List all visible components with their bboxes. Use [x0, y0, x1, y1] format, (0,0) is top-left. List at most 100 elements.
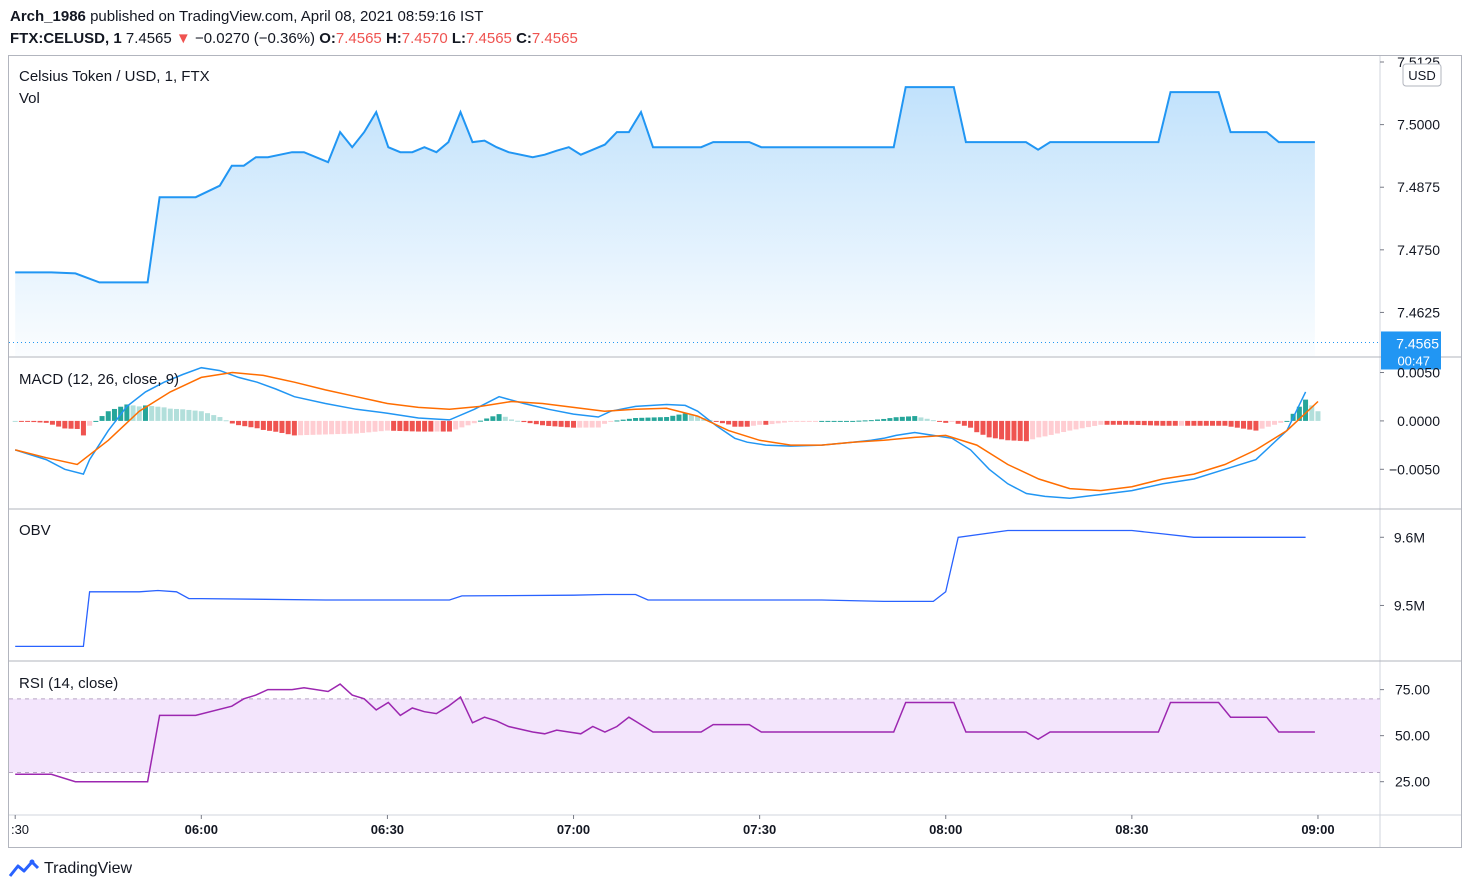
- footer-brand[interactable]: TradingView: [8, 858, 132, 880]
- signal-line: [15, 371, 1319, 492]
- macd-histogram-bar: [490, 416, 496, 421]
- macd-histogram-bar: [180, 409, 186, 421]
- price-y-tick-label: 7.5000: [1397, 117, 1440, 133]
- macd-histogram-bar: [1104, 420, 1110, 425]
- macd-histogram-bar: [980, 420, 986, 435]
- macd-histogram-bar: [1216, 420, 1222, 426]
- macd-histogram-bar: [1296, 406, 1302, 421]
- macd-histogram-bar: [316, 420, 322, 435]
- macd-histogram-bar: [819, 420, 825, 422]
- macd-histogram-bar: [875, 419, 881, 421]
- macd-histogram-bar: [1178, 420, 1184, 426]
- last-price-badge-label: 7.4565: [1396, 335, 1439, 351]
- macd-histogram-bar: [757, 420, 763, 425]
- macd-histogram-bar: [1234, 420, 1240, 428]
- macd-histogram-bar: [1197, 420, 1203, 426]
- macd-histogram-bar: [937, 420, 943, 422]
- macd-histogram-bar: [1067, 420, 1073, 431]
- high-label: H:: [385, 30, 402, 47]
- macd-histogram-bar: [459, 420, 465, 428]
- obv-y-tick-label: 9.5M: [1394, 597, 1425, 613]
- macd-histogram-bar: [161, 407, 167, 421]
- macd-histogram-bar: [651, 417, 657, 421]
- macd-histogram-bar: [676, 414, 682, 421]
- macd-histogram-bar: [1154, 420, 1160, 426]
- price-area: [15, 87, 1315, 356]
- macd-histogram-bar: [1030, 420, 1036, 440]
- macd-histogram-bar: [1284, 420, 1290, 422]
- macd-histogram-bar: [726, 420, 732, 425]
- macd-histogram-bar: [12, 420, 18, 422]
- rsi-band: [9, 698, 1380, 773]
- macd-histogram-bar: [502, 416, 508, 421]
- last-price-badge: [1381, 331, 1441, 370]
- currency-badge-label: USD: [1408, 68, 1435, 83]
- macd-histogram-bar: [1185, 420, 1191, 426]
- macd-histogram-bar: [856, 420, 862, 422]
- macd-histogram-bar: [1092, 420, 1098, 426]
- macd-histogram-bar: [304, 420, 310, 436]
- macd-histogram-bar: [43, 420, 49, 423]
- macd-histogram-bar: [285, 420, 291, 435]
- symbol-header: FTX:CELUSD, 1 7.4565 ▼ −0.0270 (−0.36%) …: [10, 30, 578, 47]
- macd-histogram-bar: [155, 406, 161, 421]
- macd-histogram-bar: [595, 420, 601, 428]
- macd-histogram-bar: [508, 419, 514, 421]
- macd-histogram-bar: [1129, 420, 1135, 425]
- macd-histogram-bar: [434, 420, 440, 432]
- price-y-tick-label: 7.4750: [1397, 242, 1440, 258]
- rsi-pane-title: RSI (14, close): [19, 675, 119, 692]
- macd-histogram-bar: [1042, 420, 1048, 437]
- macd-histogram-bar: [248, 420, 254, 428]
- macd-histogram-bar: [850, 420, 856, 422]
- rsi-y-tick-label: 25.00: [1395, 774, 1430, 790]
- price-y-tick-label: 7.4625: [1397, 304, 1440, 320]
- macd-histogram-bar: [37, 420, 43, 423]
- macd-histogram-bar: [353, 420, 359, 434]
- price-y-tick-label: 7.4875: [1397, 179, 1440, 195]
- macd-histogram-bar: [186, 409, 192, 421]
- countdown-label: 00:47: [1397, 353, 1430, 368]
- macd-histogram-bar: [688, 414, 694, 421]
- macd-histogram-bar: [738, 420, 744, 427]
- macd-histogram-bar: [236, 420, 242, 426]
- macd-histogram-bar: [515, 420, 521, 422]
- macd-line: [14, 366, 1307, 500]
- macd-histogram-bar: [62, 420, 68, 429]
- macd-histogram-bar: [657, 417, 663, 421]
- macd-y-tick-label: 0.0000: [1397, 413, 1440, 429]
- macd-histogram-bar: [198, 411, 204, 421]
- macd-histogram-bar: [682, 413, 688, 421]
- macd-histogram-bar: [136, 406, 142, 421]
- macd-histogram-bar: [1110, 420, 1116, 425]
- macd-histogram-bar: [750, 420, 756, 426]
- macd-histogram-bar: [167, 408, 173, 421]
- macd-histogram-bar: [1147, 420, 1153, 426]
- author-name[interactable]: Arch_1986: [10, 8, 86, 25]
- open-value: 7.4565: [335, 30, 382, 47]
- macd-histogram-bar: [428, 420, 434, 432]
- macd-histogram-bar: [719, 420, 725, 424]
- rsi-y-tick-label: 75.00: [1395, 682, 1430, 698]
- macd-histogram-bar: [25, 420, 31, 422]
- close-label: C:: [516, 30, 532, 47]
- brand-name: TradingView: [44, 860, 133, 877]
- rsi-line: [15, 683, 1315, 783]
- macd-histogram-bar: [868, 420, 874, 422]
- macd-histogram-bar: [130, 405, 136, 421]
- macd-histogram-bar: [633, 418, 639, 421]
- x-tick-label: 08:30: [1115, 822, 1148, 837]
- publish-header: Arch_1986 published on TradingView.com, …: [10, 8, 483, 25]
- macd-histogram-bar: [912, 416, 918, 421]
- macd-histogram-bar: [1023, 420, 1029, 442]
- macd-histogram-bar: [1085, 420, 1091, 428]
- symbol-name: FTX:CELUSD, 1: [10, 30, 122, 47]
- macd-histogram-bar: [744, 420, 750, 427]
- macd-histogram-bar: [620, 419, 626, 421]
- macd-histogram-bar: [31, 420, 37, 423]
- macd-histogram-bar: [788, 420, 794, 422]
- macd-histogram-bar: [806, 420, 812, 422]
- macd-histogram-bar: [446, 420, 452, 432]
- macd-histogram-bar: [260, 420, 266, 430]
